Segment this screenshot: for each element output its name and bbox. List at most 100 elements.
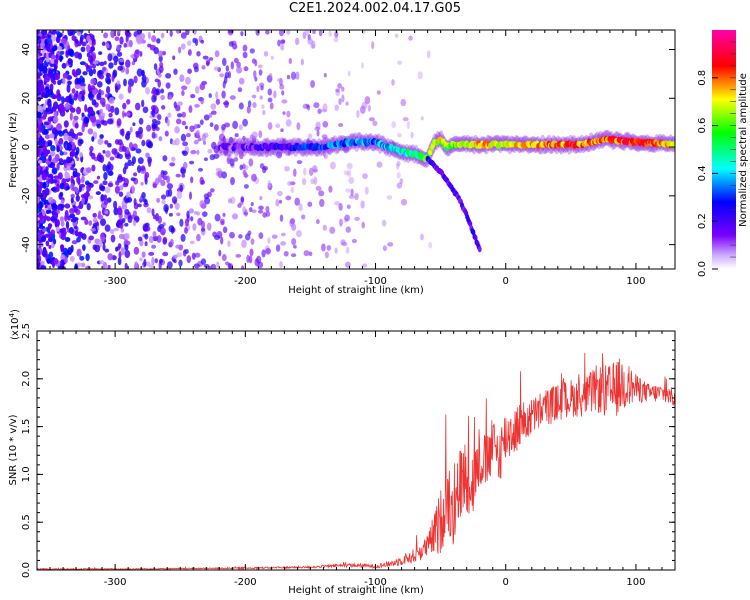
noise-blob bbox=[76, 248, 82, 257]
noise-blob bbox=[119, 58, 125, 63]
noise-blob bbox=[285, 195, 292, 201]
noise-blob bbox=[87, 106, 94, 115]
noise-blob bbox=[53, 258, 59, 265]
noise-blob bbox=[158, 224, 165, 229]
noise-blob bbox=[92, 60, 99, 65]
noise-blob bbox=[396, 172, 401, 179]
noise-blob bbox=[42, 228, 47, 233]
noise-blob bbox=[114, 107, 120, 116]
noise-blob bbox=[51, 233, 56, 239]
noise-blob bbox=[122, 182, 129, 188]
noise-blob bbox=[238, 234, 243, 239]
noise-blob bbox=[151, 257, 155, 266]
noise-blob bbox=[105, 164, 110, 173]
noise-blob bbox=[47, 37, 52, 43]
snr-scale-exp: 4 bbox=[8, 312, 16, 317]
noise-blob bbox=[72, 221, 78, 227]
noise-blob bbox=[149, 44, 156, 51]
noise-blob bbox=[48, 154, 52, 162]
noise-blob bbox=[41, 115, 47, 120]
noise-blob bbox=[221, 254, 227, 262]
noise-blob bbox=[138, 126, 144, 135]
noise-blob bbox=[79, 61, 86, 66]
noise-blob bbox=[175, 30, 181, 34]
noise-blob bbox=[133, 198, 137, 206]
noise-blob bbox=[193, 211, 198, 215]
noise-blob bbox=[61, 62, 67, 69]
noise-blob bbox=[107, 118, 114, 125]
spectrogram-xlabel: Height of straight line (km) bbox=[288, 285, 424, 296]
noise-blob bbox=[265, 247, 272, 255]
noise-blob bbox=[162, 155, 168, 162]
noise-blob bbox=[338, 122, 344, 128]
noise-blob bbox=[106, 79, 112, 85]
noise-blob bbox=[197, 137, 202, 142]
noise-blob bbox=[397, 60, 402, 65]
noise-blob bbox=[84, 104, 88, 113]
ridge-point bbox=[672, 140, 675, 147]
noise-blob bbox=[56, 163, 60, 171]
noise-blob bbox=[364, 186, 369, 195]
noise-blob bbox=[341, 94, 345, 103]
noise-blob bbox=[99, 61, 105, 67]
noise-blob bbox=[341, 86, 345, 92]
noise-blob bbox=[228, 41, 234, 47]
noise-blob bbox=[125, 59, 131, 68]
noise-blob bbox=[278, 199, 283, 204]
noise-blob bbox=[185, 132, 191, 138]
noise-blob bbox=[105, 42, 110, 49]
noise-blob bbox=[67, 80, 72, 85]
noise-blob bbox=[116, 152, 120, 159]
noise-blob bbox=[79, 152, 84, 158]
noise-blob bbox=[199, 200, 205, 208]
noise-blob bbox=[232, 213, 238, 220]
noise-blob bbox=[160, 94, 165, 101]
noise-blob bbox=[182, 161, 188, 169]
noise-blob bbox=[74, 84, 81, 90]
noise-blob bbox=[89, 150, 93, 157]
noise-blob bbox=[37, 104, 42, 111]
noise-blob bbox=[157, 215, 162, 224]
noise-blob bbox=[251, 209, 257, 214]
noise-blob bbox=[329, 161, 336, 170]
noise-blob bbox=[125, 112, 131, 117]
noise-blob bbox=[287, 180, 293, 186]
noise-blob bbox=[91, 99, 97, 106]
noise-blob bbox=[106, 72, 110, 78]
noise-blob bbox=[329, 226, 336, 234]
noise-blob bbox=[229, 95, 236, 100]
noise-blob bbox=[400, 98, 407, 107]
noise-blob bbox=[280, 43, 285, 51]
noise-blob bbox=[238, 77, 245, 85]
noise-blob bbox=[105, 85, 111, 95]
noise-blob bbox=[180, 133, 187, 142]
noise-blob bbox=[145, 86, 150, 95]
noise-blob bbox=[188, 105, 193, 113]
noise-blob bbox=[275, 244, 281, 252]
noise-blob bbox=[151, 244, 157, 249]
noise-blob bbox=[62, 98, 68, 103]
noise-blob bbox=[310, 178, 315, 185]
noise-blob bbox=[151, 122, 156, 129]
noise-blob bbox=[172, 55, 176, 61]
noise-blob bbox=[174, 137, 180, 146]
noise-blob bbox=[50, 187, 57, 192]
noise-blob bbox=[127, 159, 132, 167]
noise-blob bbox=[50, 215, 57, 222]
noise-blob bbox=[318, 190, 325, 197]
noise-blob bbox=[187, 49, 192, 56]
noise-blob bbox=[243, 66, 249, 72]
noise-blob bbox=[344, 214, 350, 222]
noise-blob bbox=[60, 232, 66, 241]
noise-blob bbox=[102, 164, 107, 172]
noise-blob bbox=[90, 227, 96, 232]
noise-blob bbox=[139, 50, 143, 57]
noise-blob bbox=[254, 258, 260, 267]
noise-blob bbox=[95, 119, 102, 124]
noise-blob bbox=[251, 173, 257, 182]
noise-blob bbox=[47, 178, 53, 184]
x-tick-label: -100 bbox=[364, 276, 387, 287]
noise-blob bbox=[126, 197, 133, 203]
noise-blob bbox=[55, 226, 60, 232]
noise-blob bbox=[166, 183, 173, 190]
